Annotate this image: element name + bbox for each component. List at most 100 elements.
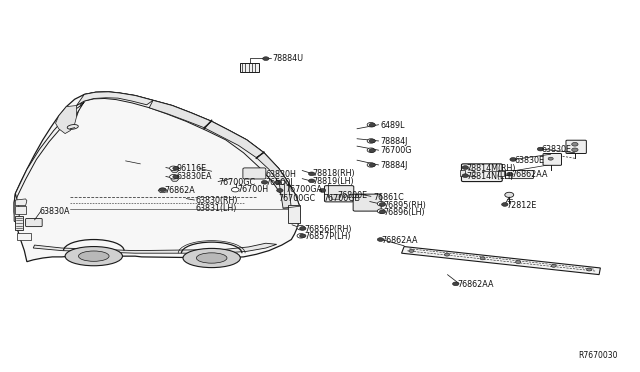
PathPatch shape bbox=[77, 92, 153, 106]
Circle shape bbox=[170, 174, 177, 179]
Text: 76862AA: 76862AA bbox=[511, 170, 548, 179]
Circle shape bbox=[507, 172, 513, 176]
Circle shape bbox=[308, 172, 315, 176]
Text: 78819(LH): 78819(LH) bbox=[312, 177, 354, 186]
Circle shape bbox=[369, 139, 376, 143]
Circle shape bbox=[378, 202, 385, 206]
PathPatch shape bbox=[14, 193, 19, 223]
Circle shape bbox=[572, 148, 578, 152]
Circle shape bbox=[380, 203, 386, 206]
Text: R7670030: R7670030 bbox=[579, 351, 618, 360]
PathPatch shape bbox=[204, 121, 264, 158]
Circle shape bbox=[278, 180, 285, 185]
Polygon shape bbox=[171, 177, 179, 181]
Bar bbox=[240, 63, 259, 71]
Polygon shape bbox=[171, 169, 179, 172]
Circle shape bbox=[551, 264, 556, 267]
PathPatch shape bbox=[256, 153, 291, 208]
FancyBboxPatch shape bbox=[461, 164, 502, 182]
Text: 6489L: 6489L bbox=[381, 121, 405, 129]
Bar bbox=[17, 233, 31, 240]
Text: 76700G: 76700G bbox=[381, 147, 412, 155]
FancyBboxPatch shape bbox=[26, 218, 42, 227]
Bar bbox=[332, 195, 339, 199]
Text: 76700GC: 76700GC bbox=[218, 178, 255, 187]
Bar bbox=[460, 170, 465, 176]
Circle shape bbox=[378, 238, 384, 241]
Ellipse shape bbox=[183, 248, 241, 267]
Circle shape bbox=[367, 148, 375, 153]
Circle shape bbox=[516, 261, 521, 263]
Bar bbox=[288, 205, 300, 223]
Text: 76895(RH): 76895(RH) bbox=[384, 201, 427, 210]
Text: 63831(LH): 63831(LH) bbox=[196, 203, 237, 213]
PathPatch shape bbox=[15, 102, 84, 203]
Circle shape bbox=[380, 210, 386, 214]
Text: 76861C: 76861C bbox=[373, 193, 404, 202]
Circle shape bbox=[159, 188, 166, 192]
Ellipse shape bbox=[67, 125, 78, 129]
Text: 63830E: 63830E bbox=[541, 145, 572, 154]
Circle shape bbox=[587, 268, 592, 271]
PathPatch shape bbox=[14, 92, 300, 262]
Text: 76856P(RH): 76856P(RH) bbox=[304, 225, 351, 234]
Circle shape bbox=[276, 189, 283, 192]
Circle shape bbox=[275, 180, 281, 184]
Text: 63830(RH): 63830(RH) bbox=[196, 196, 238, 205]
Text: 76700H: 76700H bbox=[237, 185, 268, 194]
Text: 63830EA: 63830EA bbox=[177, 172, 212, 181]
Text: 76500J: 76500J bbox=[266, 178, 293, 187]
Bar bbox=[15, 215, 23, 230]
Text: 76862AA: 76862AA bbox=[457, 280, 493, 289]
Circle shape bbox=[300, 234, 306, 238]
Text: 76857P(LH): 76857P(LH) bbox=[304, 232, 351, 241]
Circle shape bbox=[297, 225, 305, 230]
Circle shape bbox=[369, 123, 376, 127]
Text: 78814M(RH): 78814M(RH) bbox=[467, 164, 516, 173]
PathPatch shape bbox=[33, 243, 276, 253]
Circle shape bbox=[319, 189, 326, 192]
Circle shape bbox=[452, 282, 459, 286]
Circle shape bbox=[409, 250, 414, 252]
Text: 76896(LH): 76896(LH) bbox=[384, 208, 426, 217]
Text: 76862A: 76862A bbox=[164, 186, 195, 195]
Text: 96116E: 96116E bbox=[177, 164, 207, 173]
Circle shape bbox=[300, 227, 306, 230]
FancyBboxPatch shape bbox=[566, 140, 586, 154]
Text: 63830A: 63830A bbox=[40, 206, 70, 216]
Circle shape bbox=[505, 192, 514, 198]
Circle shape bbox=[462, 166, 468, 169]
Text: 76700GC: 76700GC bbox=[278, 195, 316, 203]
FancyBboxPatch shape bbox=[324, 186, 354, 202]
Circle shape bbox=[367, 139, 375, 143]
Polygon shape bbox=[158, 188, 167, 193]
Ellipse shape bbox=[65, 247, 122, 266]
Circle shape bbox=[232, 187, 239, 192]
Circle shape bbox=[367, 163, 375, 167]
Circle shape bbox=[462, 174, 468, 177]
Polygon shape bbox=[401, 247, 600, 275]
FancyBboxPatch shape bbox=[353, 194, 381, 211]
Circle shape bbox=[480, 257, 485, 260]
Circle shape bbox=[502, 203, 508, 206]
Text: 78884J: 78884J bbox=[381, 161, 408, 170]
Text: 78884U: 78884U bbox=[272, 54, 303, 63]
Text: 72812E: 72812E bbox=[506, 201, 536, 210]
FancyBboxPatch shape bbox=[506, 170, 534, 179]
Text: 78818(RH): 78818(RH) bbox=[312, 169, 355, 178]
Circle shape bbox=[378, 209, 385, 213]
Ellipse shape bbox=[196, 253, 227, 263]
Text: 78884J: 78884J bbox=[381, 137, 408, 146]
FancyBboxPatch shape bbox=[543, 154, 561, 165]
Circle shape bbox=[548, 157, 553, 160]
Text: 63830E: 63830E bbox=[515, 155, 545, 165]
Circle shape bbox=[173, 166, 179, 170]
Bar bbox=[15, 206, 26, 214]
Circle shape bbox=[369, 163, 376, 167]
Circle shape bbox=[369, 149, 376, 153]
Text: 76800E: 76800E bbox=[337, 191, 367, 200]
PathPatch shape bbox=[56, 106, 77, 134]
FancyBboxPatch shape bbox=[243, 168, 266, 179]
Ellipse shape bbox=[79, 251, 109, 261]
Circle shape bbox=[367, 122, 375, 127]
